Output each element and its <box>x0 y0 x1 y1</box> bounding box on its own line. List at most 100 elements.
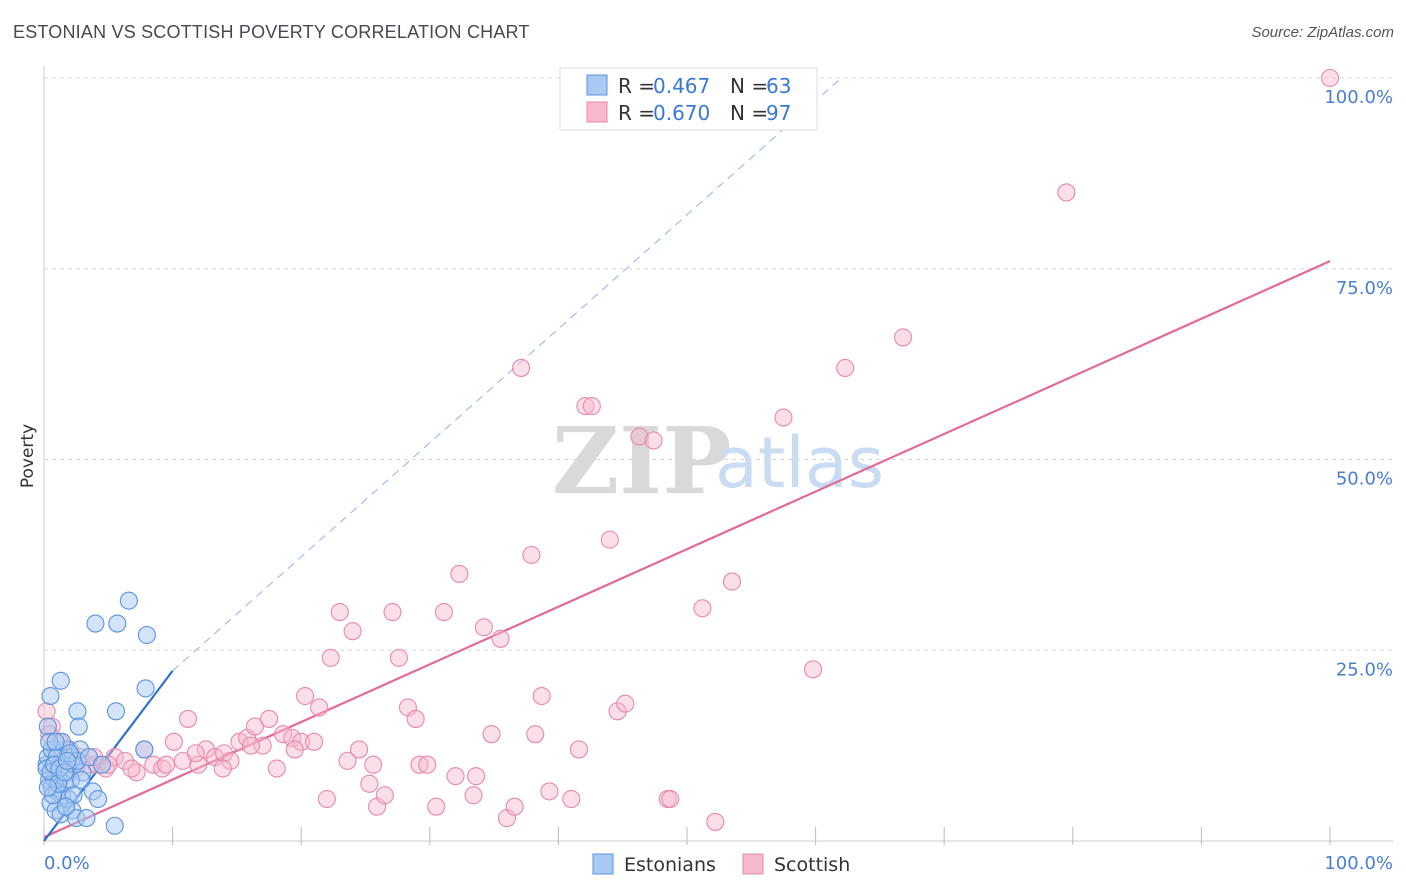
estonians-point <box>68 702 87 721</box>
bottom-legend-scottish-swatch <box>742 853 764 875</box>
estonians-point <box>46 732 65 751</box>
scottish-point <box>630 427 649 446</box>
estonians-point <box>106 702 126 721</box>
estonians-point <box>58 751 77 770</box>
scottish-point <box>774 408 793 427</box>
estonians-point <box>137 625 156 645</box>
scottish-point <box>375 786 394 805</box>
scottish-point <box>364 755 383 774</box>
scottish-trendline <box>43 260 1331 839</box>
scottish-point <box>446 767 465 786</box>
scottish-point <box>693 599 712 618</box>
scottish-point <box>464 786 483 805</box>
scottish-point <box>434 603 453 622</box>
estonians-point <box>88 789 108 809</box>
scottish-point <box>722 572 742 591</box>
scottish-point <box>157 755 176 774</box>
scottish-point <box>427 797 446 816</box>
axes <box>43 66 1393 842</box>
scottish-point <box>836 358 855 377</box>
scottish-point <box>418 755 437 774</box>
watermark: ZIP atlas <box>552 407 884 515</box>
scottish-point <box>283 728 302 748</box>
estonians-point <box>77 809 96 828</box>
bottom-legend-estonians-swatch <box>592 853 614 875</box>
estonians-point <box>86 614 105 633</box>
scottish-point <box>350 740 369 759</box>
scottish-point <box>292 732 311 751</box>
chart-title: ESTONIAN VS SCOTTISH POVERTY CORRELATION… <box>13 22 530 42</box>
legend-estonians-n-value: 63 <box>766 74 791 98</box>
scottish-point <box>522 545 541 564</box>
scottish-point <box>406 709 425 728</box>
scottish-point <box>1320 68 1340 88</box>
y-tick-label: 50.0% <box>1336 469 1393 490</box>
y-tick-label: 75.0% <box>1336 278 1393 299</box>
scottish-point <box>122 759 141 778</box>
scottish-point <box>526 725 545 744</box>
scottish-point <box>305 732 324 751</box>
estonians-point <box>108 614 127 633</box>
bottom-legend-estonians-label: Estonians <box>624 854 716 876</box>
scottish-point <box>562 789 581 809</box>
source-credit: Source: ZipAtlas.com <box>1251 24 1394 41</box>
scottish-point <box>37 702 56 721</box>
scottish-point <box>661 789 680 809</box>
watermark-zip: ZIP <box>552 407 731 515</box>
scottish-point <box>474 618 493 637</box>
estonians-point <box>38 717 57 736</box>
legend: R = 0.467 N = 63 R = 0.670 N = 97 <box>559 67 818 131</box>
scottish-point <box>267 759 286 778</box>
scottish-point <box>576 397 595 416</box>
scottish-point <box>178 709 198 728</box>
scottish-point <box>360 774 379 793</box>
scottish-point <box>608 702 627 721</box>
scottish-point <box>706 812 725 831</box>
estonians-point <box>69 717 88 736</box>
estonians-point <box>38 778 57 797</box>
scottish-point <box>482 725 501 744</box>
scottish-point <box>893 328 913 347</box>
scottish-point <box>221 751 240 770</box>
estonians-point <box>72 770 91 790</box>
legend-estonians-r-value: 0.467 <box>653 74 710 98</box>
estonians-point <box>51 671 70 690</box>
y-tick-labels: 25.0% 50.0% 75.0% 100.0% <box>1324 87 1393 680</box>
scottish-point <box>512 358 531 377</box>
x-tick-label-min: 0.0% <box>44 853 90 874</box>
estonians-point <box>119 591 138 610</box>
scottish-point <box>338 751 357 770</box>
scottish-point <box>467 767 486 786</box>
estonians-point <box>105 816 124 835</box>
legend-scottish-swatch <box>586 101 608 123</box>
estonians-point <box>136 679 155 698</box>
legend-estonians-n-label: N = <box>730 74 768 98</box>
scottish-point <box>285 740 304 759</box>
estonians-point <box>135 740 154 759</box>
scottish-point <box>410 755 429 774</box>
gridlines <box>44 77 1393 651</box>
scottish-point <box>144 755 163 774</box>
scottish-point <box>241 736 261 755</box>
scottish-point <box>317 789 336 809</box>
legend-scottish-r-value: 0.670 <box>653 101 710 125</box>
scottish-point <box>321 648 340 667</box>
scottish-point <box>389 648 408 667</box>
estonians-point <box>41 686 60 706</box>
bottom-legend-scottish-label: Scottish <box>774 854 850 876</box>
scottish-point <box>540 782 559 801</box>
legend-estonians-r-label: R = <box>618 74 655 98</box>
scottish-point <box>245 717 264 736</box>
bottom-legend: Estonians Scottish <box>592 853 850 876</box>
scottish-point <box>189 755 208 774</box>
scottish-point <box>213 759 232 778</box>
estonians-point <box>92 755 111 774</box>
scottish-point <box>383 603 402 622</box>
legend-estonians-swatch <box>586 74 608 96</box>
legend-scottish-n-value: 97 <box>766 101 791 125</box>
scottish-point <box>532 686 551 706</box>
estonians-trend-extension <box>172 77 842 672</box>
scottish-point <box>644 431 663 450</box>
scottish-point <box>310 698 329 717</box>
